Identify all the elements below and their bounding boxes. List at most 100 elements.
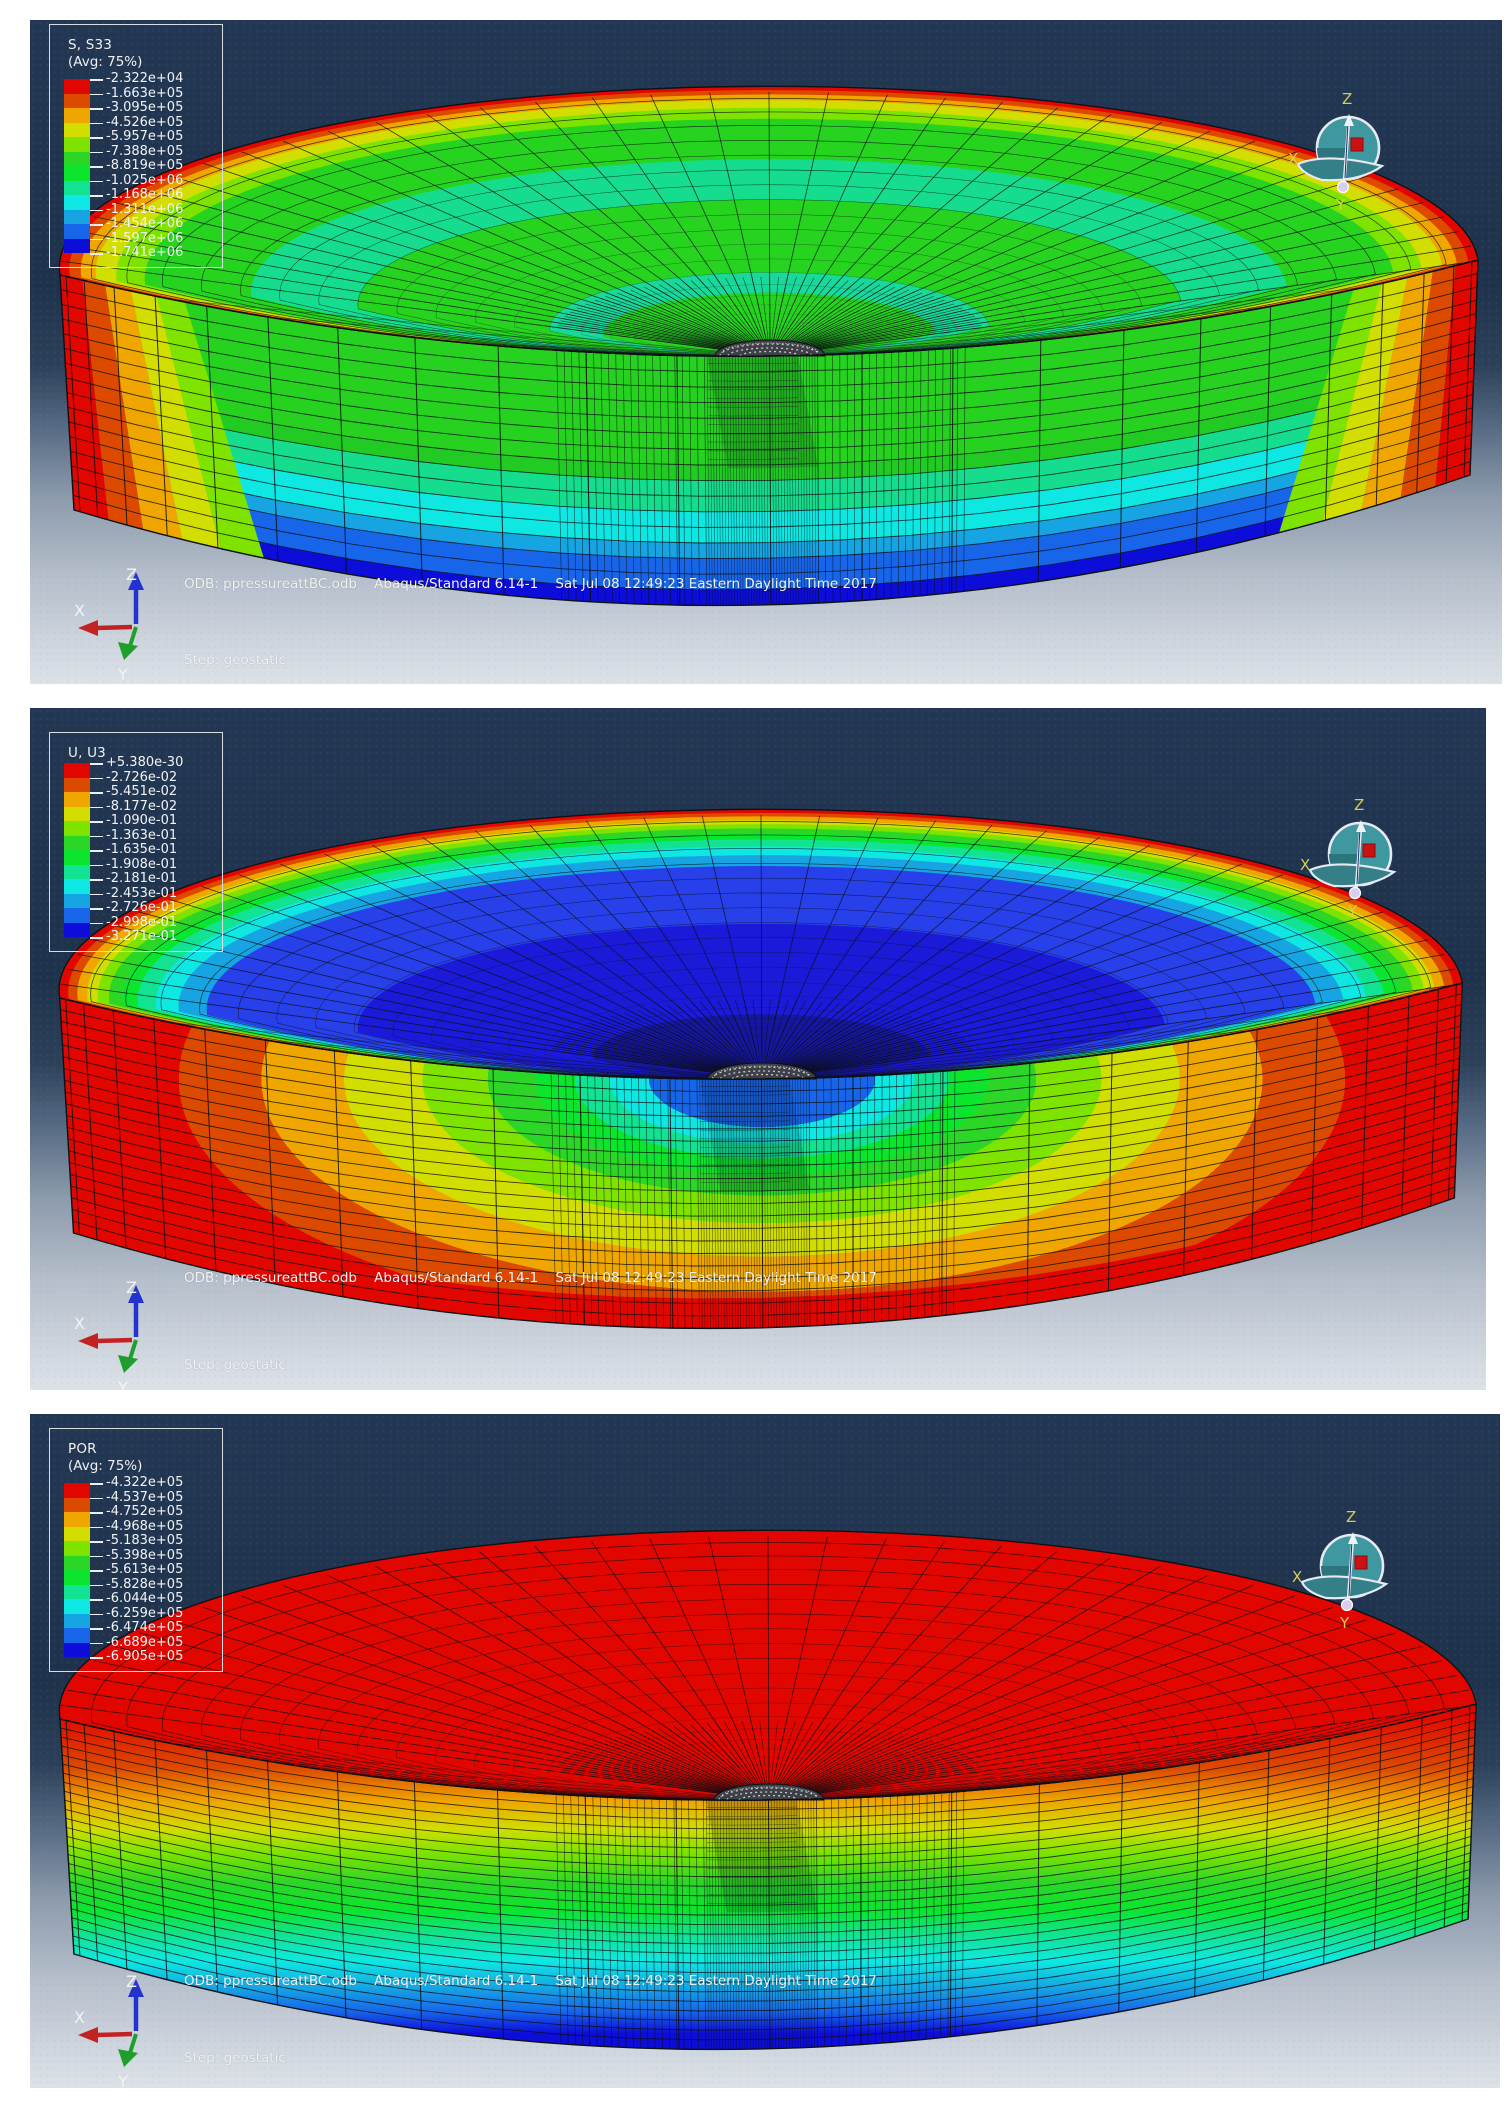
legend-value: -1.597e+06 [106,230,184,246]
legend-value: -4.322e+05 [106,1475,184,1490]
legend-title: POR [68,1441,97,1457]
legend-tick [90,253,103,255]
svg-text:Y: Y [1335,196,1346,214]
legend-tick [90,122,103,124]
viewport-panel-u3[interactable]: U, U3 +5.380e-30 -2.726e-02 -5.451e-02 -8.1… [30,708,1486,1390]
svg-text:X: X [74,601,85,620]
legend-value: -5.957e+05 [106,129,184,144]
state-block-text: Step: geostatic Increment 1: Step Time =… [184,2019,575,2088]
legend-subtitle: (Avg: 75%) [68,54,143,70]
legend-tick [90,922,103,924]
legend-tick [90,763,103,765]
legend-value: -6.905e+05 [106,1649,184,1664]
legend-tick [90,1497,103,1499]
legend-tick [90,864,103,866]
legend-tick [90,850,103,852]
legend-swatch [64,1613,90,1628]
legend-title: S, S33 [68,37,113,53]
legend-swatch [64,180,90,195]
legend-tick [90,238,103,240]
legend-value: -6.474e+05 [106,1620,184,1635]
legend-tick [90,1483,103,1485]
legend-value: -5.451e-02 [106,784,178,799]
legend-swatch [64,893,90,908]
axes-triad: Z X Y [74,565,144,684]
legend-value: -3.095e+05 [106,100,184,115]
legend-subtitle: (Avg: 75%) [68,1458,143,1474]
legend-tick [90,195,103,197]
legend-swatch [64,209,90,224]
legend-swatch [64,850,90,865]
legend-tick [90,835,103,837]
legend-swatch [64,792,90,807]
model-scene-s33 [58,85,1479,607]
view-orientation-compass: Z X Y [1292,1508,1389,1632]
legend-tick [90,893,103,895]
svg-text:X: X [1288,150,1298,168]
legend-swatch [64,137,90,152]
legend-tick [90,151,103,153]
legend-tick [90,79,103,81]
legend-tick [90,1584,103,1586]
legend-swatch [64,777,90,792]
svg-text:Y: Y [117,2072,128,2088]
legend-swatch [64,195,90,210]
legend-swatch [64,1483,90,1498]
legend-value: -5.183e+05 [106,1533,184,1548]
viewport-panel-s33[interactable]: S, S33 (Avg: 75%) -2.322e+04 -1.663e+05 -3… [30,20,1502,684]
legend-swatch [64,1497,90,1512]
svg-text:Y: Y [1339,1614,1350,1632]
svg-text:X: X [1300,856,1310,874]
legend-tick [90,1555,103,1557]
legend-value: -2.322e+04 [106,71,184,86]
svg-text:Z: Z [126,1278,137,1297]
legend-value: -4.537e+05 [106,1489,184,1505]
legend-swatch [64,922,90,937]
legend-tick [90,1628,103,1630]
legend-swatch [64,93,90,108]
legend-swatch [64,166,90,181]
legend-swatch [64,821,90,836]
axes-triad: Z X Y [74,1972,144,2088]
legend-value: -7.388e+05 [106,143,184,159]
svg-text:X: X [1292,1568,1302,1586]
svg-text:Y: Y [1347,902,1358,920]
legend-value: -5.398e+05 [106,1547,184,1563]
legend-tick [90,937,103,939]
legend-swatch [64,79,90,94]
legend-swatch [64,122,90,137]
legend-swatch [64,238,90,253]
legend-value: -4.526e+05 [106,114,184,130]
svg-text:Z: Z [1346,1508,1356,1526]
legend-value: +5.380e-30 [106,755,184,770]
legend-tick [90,1570,103,1572]
legend-value: -1.908e-01 [106,856,178,872]
legend-swatch [64,835,90,850]
legend-value: -1.090e-01 [106,813,178,828]
contour-legend: U, U3 +5.380e-30 -2.726e-02 -5.451e-02 -8.1… [49,732,223,952]
legend-value: -2.453e-01 [106,885,178,901]
legend-swatch [64,1512,90,1527]
legend-swatch [64,1628,90,1643]
legend-tick [90,1599,103,1601]
legend-value: -2.726e-02 [106,769,178,785]
legend-swatch [64,879,90,894]
legend-value: -1.311e+06 [106,201,184,217]
legend-value: -1.635e-01 [106,842,178,857]
legend-tick [90,777,103,779]
viewport-panel-por[interactable]: POR (Avg: 75%) -4.322e+05 -4.537e+05 -4.75… [30,1414,1500,2088]
axes-triad: Z X Y [74,1278,144,1390]
legend-value: -1.025e+06 [106,172,184,188]
legend-value: -5.828e+05 [106,1576,184,1592]
legend-value: -1.363e-01 [106,827,178,843]
legend-tick [90,1642,103,1644]
legend-value: -5.613e+05 [106,1562,184,1577]
legend-value: -4.968e+05 [106,1518,184,1534]
legend-swatch [64,1526,90,1541]
svg-text:X: X [74,1314,85,1333]
legend-tick [90,792,103,794]
legend-value: -8.819e+05 [106,158,184,173]
svg-text:X: X [74,2008,85,2027]
legend-swatch [64,1555,90,1570]
legend-tick [90,1613,103,1615]
